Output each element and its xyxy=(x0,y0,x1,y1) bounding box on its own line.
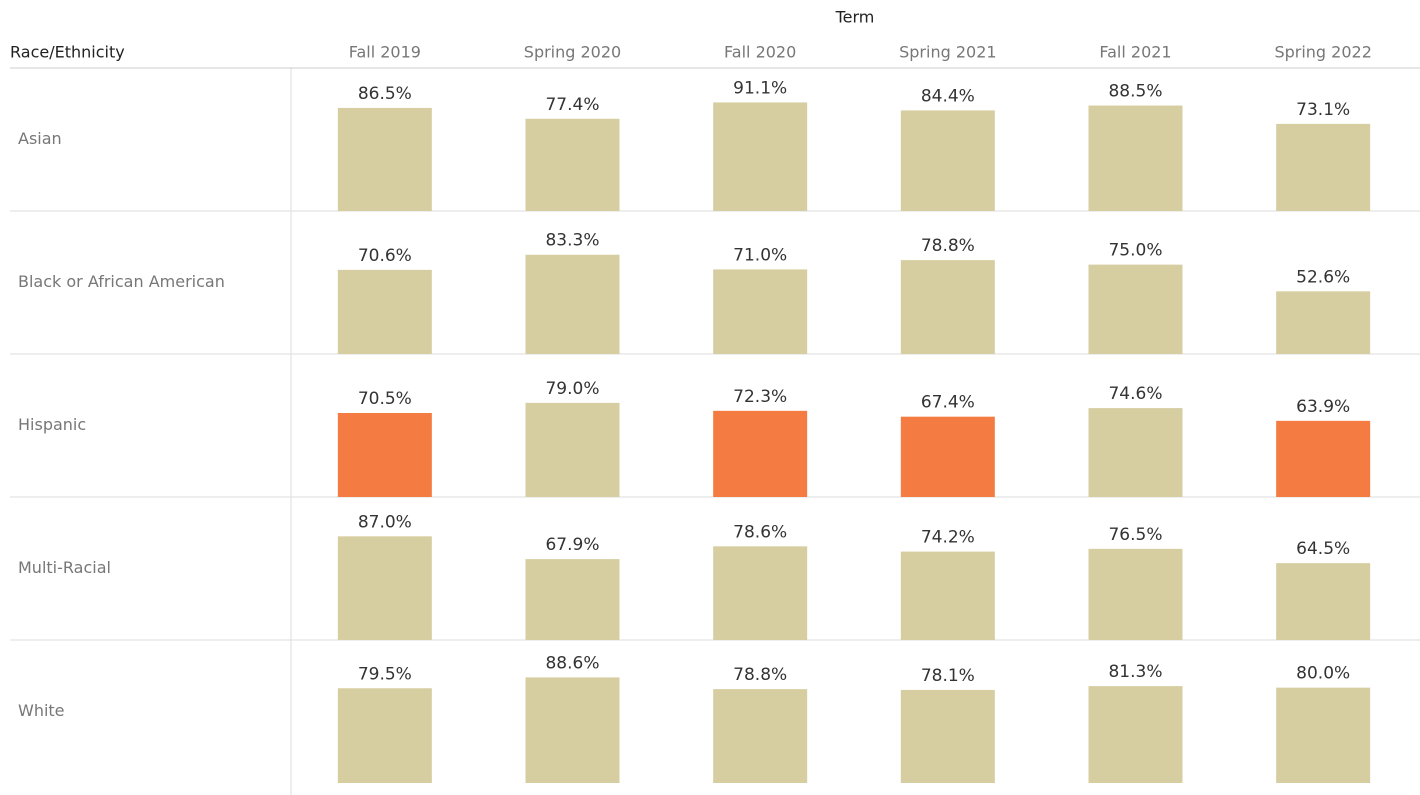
data-label: 52.6% xyxy=(1296,267,1350,287)
data-label: 78.8% xyxy=(921,236,975,256)
row-label: Multi-Racial xyxy=(18,558,111,577)
row-label: Hispanic xyxy=(18,415,86,434)
bar xyxy=(900,110,995,211)
bar xyxy=(1276,123,1371,211)
column-title: Term xyxy=(835,8,875,27)
bar xyxy=(900,260,995,354)
data-label: 78.8% xyxy=(733,665,787,685)
bar xyxy=(337,269,432,354)
data-label: 78.6% xyxy=(733,522,787,542)
bar xyxy=(1088,264,1183,354)
data-label: 80.0% xyxy=(1296,664,1350,684)
data-label: 73.1% xyxy=(1296,100,1350,120)
bar xyxy=(713,546,808,640)
column-label: Fall 2020 xyxy=(724,43,796,62)
bar xyxy=(713,102,808,211)
bar xyxy=(713,269,808,354)
data-label: 91.1% xyxy=(733,78,787,98)
data-label: 70.5% xyxy=(358,389,412,409)
bar xyxy=(1088,686,1183,783)
column-label: Spring 2020 xyxy=(524,43,621,62)
data-label: 67.9% xyxy=(545,535,599,555)
column-label: Spring 2021 xyxy=(899,43,996,62)
data-label: 84.4% xyxy=(921,86,975,106)
bar xyxy=(1276,563,1371,640)
column-label: Fall 2021 xyxy=(1099,43,1171,62)
bar xyxy=(525,402,620,497)
data-label: 63.9% xyxy=(1296,397,1350,417)
bar xyxy=(1276,291,1371,354)
data-label: 76.5% xyxy=(1108,525,1162,545)
data-label: 74.2% xyxy=(921,528,975,548)
bar xyxy=(900,416,995,497)
data-label: 79.0% xyxy=(545,379,599,399)
data-label: 83.3% xyxy=(545,231,599,251)
data-label: 74.6% xyxy=(1108,384,1162,404)
bar xyxy=(1088,105,1183,211)
data-label: 79.5% xyxy=(358,664,412,684)
data-label: 72.3% xyxy=(733,387,787,407)
data-label: 87.0% xyxy=(358,512,412,532)
data-label: 88.5% xyxy=(1108,82,1162,102)
data-label: 81.3% xyxy=(1108,662,1162,682)
data-label: 86.5% xyxy=(358,84,412,104)
column-label: Fall 2019 xyxy=(349,43,421,62)
column-label: Spring 2022 xyxy=(1274,43,1371,62)
bar xyxy=(900,689,995,783)
bar xyxy=(1276,687,1371,783)
data-label: 78.1% xyxy=(921,666,975,686)
data-label: 70.6% xyxy=(358,246,412,266)
data-label: 64.5% xyxy=(1296,539,1350,559)
row-label: White xyxy=(18,701,65,720)
bar xyxy=(525,559,620,640)
bar xyxy=(1088,548,1183,640)
bar xyxy=(525,677,620,783)
bar xyxy=(337,107,432,211)
bar xyxy=(337,536,432,640)
bar xyxy=(713,410,808,497)
bar xyxy=(337,688,432,783)
bar xyxy=(525,118,620,211)
data-label: 77.4% xyxy=(545,95,599,115)
data-label: 71.0% xyxy=(733,245,787,265)
bar xyxy=(337,412,432,497)
bar xyxy=(900,551,995,640)
bar xyxy=(525,254,620,354)
data-label: 88.6% xyxy=(545,653,599,673)
row-label: Asian xyxy=(18,129,62,148)
bar xyxy=(713,689,808,783)
row-label: Black or African American xyxy=(18,272,225,291)
bar xyxy=(1088,408,1183,497)
data-label: 75.0% xyxy=(1108,241,1162,261)
data-label: 67.4% xyxy=(921,393,975,413)
row-title: Race/Ethnicity xyxy=(10,43,125,62)
bar xyxy=(1276,420,1371,497)
